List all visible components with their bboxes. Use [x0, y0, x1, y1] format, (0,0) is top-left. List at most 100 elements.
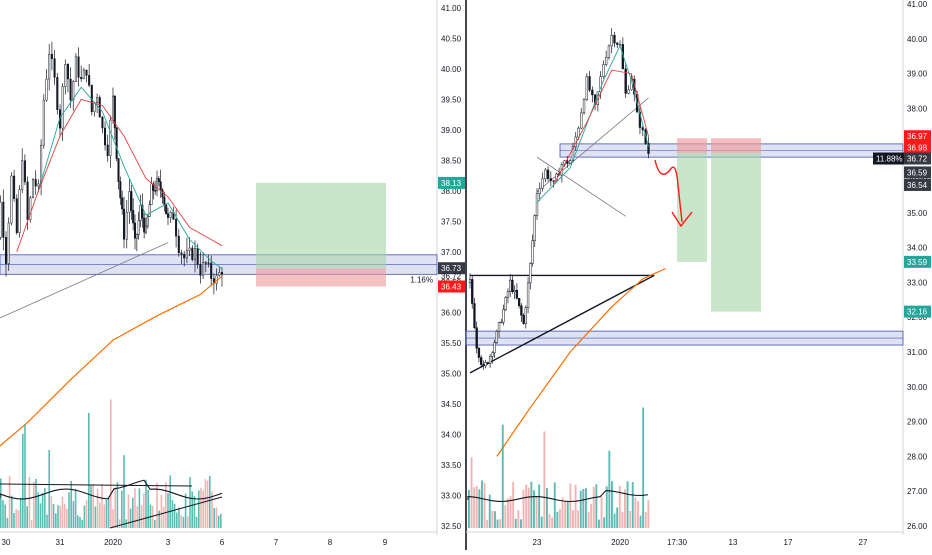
left-volume-bar	[0, 478, 2, 528]
right-candle-body	[566, 160, 569, 164]
left-volume-bar	[19, 497, 22, 528]
right-volume-bar	[592, 486, 595, 528]
right-y-tick-label: 38.00	[907, 104, 928, 113]
left-volume-bar	[121, 490, 123, 528]
right-candle-body	[602, 64, 605, 77]
left-price-label-box	[438, 176, 465, 189]
left-candle-body	[74, 56, 77, 82]
left-volume-bar	[70, 481, 72, 528]
left-candle-body	[166, 213, 170, 218]
right-candle-body	[529, 263, 532, 284]
right-price-label-box	[904, 141, 931, 154]
left-candle-body	[121, 197, 124, 210]
left-volume-bar	[191, 491, 193, 528]
right-candle-body	[607, 45, 611, 58]
left-candle-body	[188, 247, 191, 251]
left-candle-body	[88, 75, 91, 86]
left-candle-body	[45, 78, 48, 101]
right-y-tick-label: 32.00	[907, 313, 928, 322]
left-volume-bar	[132, 497, 134, 528]
right-volume-bar	[473, 487, 476, 528]
right-candle-body	[495, 331, 498, 344]
left-volume-bar	[48, 450, 50, 528]
right-candle-body	[517, 298, 521, 306]
left-volume-bar	[101, 484, 103, 528]
left-candle-body	[101, 116, 104, 129]
right-volume-bar	[647, 500, 650, 528]
right-candle-body	[552, 180, 555, 182]
right-candle-body	[500, 321, 503, 324]
left-volume-bar	[154, 519, 156, 528]
left-volume-bar	[167, 493, 169, 528]
left-volume-bar	[147, 489, 149, 528]
right-volume-bar	[504, 505, 507, 528]
left-volume-bar	[44, 488, 46, 528]
right-y-tick-label: 27.00	[907, 487, 928, 496]
left-volume-bar	[37, 492, 39, 528]
left-y-tick-label: 32.50	[441, 522, 462, 531]
left-candle-body	[93, 102, 96, 112]
right-candle-body	[610, 34, 613, 47]
left-y-tick-label: 36.00	[441, 309, 462, 318]
left-volume-bar	[206, 480, 209, 528]
left-candle-body	[56, 77, 59, 110]
left-candle-body	[196, 248, 199, 265]
right-volume-bar	[637, 501, 639, 528]
right-candle-body	[524, 307, 527, 324]
left-volume-bar	[136, 506, 138, 528]
left-candle-body	[125, 211, 128, 240]
left-x-tick-label: 9	[383, 538, 388, 547]
left-candle-body	[218, 272, 221, 276]
trend-line-0	[0, 242, 169, 319]
left-volume-bar	[92, 484, 94, 528]
right-volume-average	[467, 489, 649, 503]
left-candle-body	[31, 179, 35, 198]
right-y-tick-label: 31.00	[907, 348, 928, 357]
left-volume-bar	[140, 505, 143, 528]
left-candle-body	[137, 220, 140, 235]
right-volume-bar	[595, 484, 598, 528]
left-candle-body	[117, 158, 120, 182]
left-candle-body	[96, 97, 99, 103]
left-volume-bar	[160, 494, 163, 528]
right-x-tick-label: 23	[533, 538, 542, 547]
right-volume-bar	[626, 481, 629, 528]
left-volume-bar	[50, 496, 53, 528]
left-moving-average-1	[37, 86, 223, 270]
left-candle-body	[111, 95, 115, 121]
right-y-tick-label: 30.00	[907, 383, 928, 392]
left-panel[interactable]: 1.16% 41.00 40.50 40.00 39.50 39.00 38.50 38.00…	[0, 4, 465, 547]
left-volume-bar	[55, 513, 57, 528]
right-candle-body	[531, 240, 534, 264]
left-volume-bar	[209, 475, 211, 528]
right-candle-body	[588, 76, 591, 91]
left-volume-bar	[193, 496, 196, 528]
right-candle-body	[569, 160, 572, 164]
right-candle-body	[546, 169, 550, 179]
right-volume-bar	[605, 486, 608, 528]
left-x-tick-label: 8	[328, 538, 333, 547]
left-volume-bar	[143, 493, 145, 528]
left-y-tick-label: 33.00	[441, 492, 462, 501]
left-y-tick-label: 35.00	[441, 370, 462, 379]
trend-line-0	[469, 274, 655, 374]
left-volume-bar	[66, 508, 68, 528]
left-volume-bar	[129, 508, 132, 528]
right-price-label: 36.59	[907, 168, 928, 177]
left-volume-bar	[200, 487, 202, 528]
left-volume-bar	[88, 412, 90, 528]
left-candle-body	[10, 175, 13, 224]
right-volume-bar	[538, 484, 541, 528]
left-candle-body	[154, 190, 157, 192]
left-candle-body	[155, 178, 159, 192]
right-volume-bar	[608, 450, 611, 528]
right-price-label-box	[904, 255, 931, 268]
right-candle-body	[549, 178, 552, 181]
right-price-label: 36.98	[907, 143, 928, 152]
right-volume-bar	[572, 510, 574, 528]
right-candle-body	[522, 315, 525, 324]
short-position-loss-zone	[677, 138, 707, 153]
right-panel[interactable]: 41.0040.0039.0038.0037.0036.0035.0034.00…	[465, 0, 931, 547]
